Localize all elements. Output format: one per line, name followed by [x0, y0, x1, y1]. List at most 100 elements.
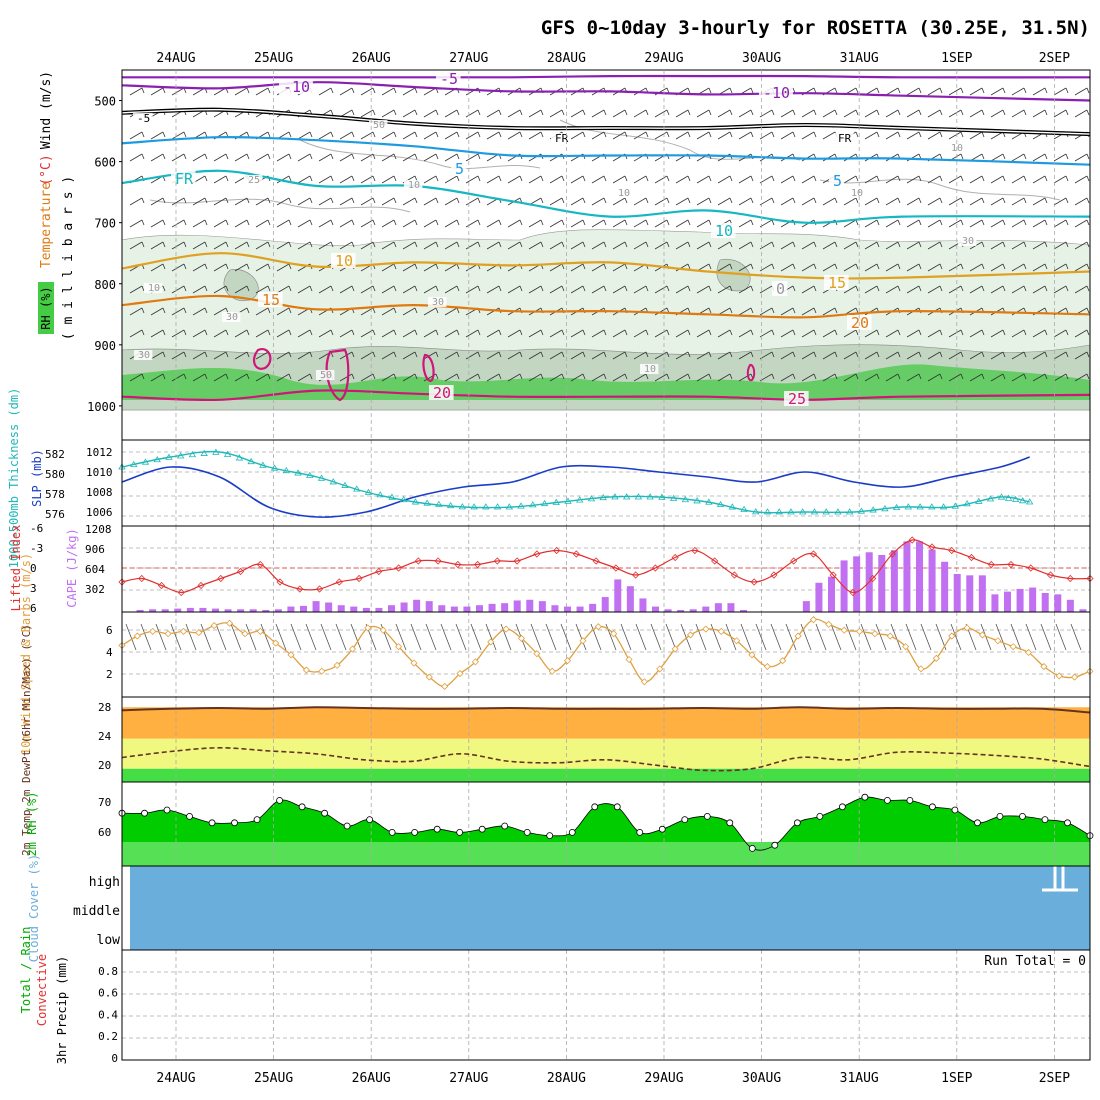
cape-bar: [212, 608, 219, 612]
wind-barb-flag: [876, 197, 880, 204]
wind-barb: [654, 131, 668, 140]
wind-barb-flag: [897, 175, 901, 182]
wind-barb: [171, 241, 185, 250]
wind-barb: [465, 109, 479, 118]
isotherm-label-bg: [784, 391, 809, 406]
wind-barb: [318, 175, 332, 184]
wind-barb: [990, 197, 1004, 206]
wind-barb: [486, 109, 500, 118]
wind-marker: [978, 631, 987, 639]
isotherm-label: 30: [226, 312, 238, 323]
wind-barb: [318, 329, 332, 338]
wind-barb-flag: [666, 175, 670, 182]
cape-bar: [300, 605, 307, 612]
wind-barb: [255, 241, 269, 250]
wind-barb-flag: [729, 307, 733, 314]
wind-barb-flag: [456, 285, 460, 292]
y-tick-label: 800: [94, 278, 116, 292]
wind-barb-flag: [897, 285, 901, 292]
wind-barb: [990, 109, 1004, 118]
wind-barb: [759, 241, 773, 250]
wind-barb-flag: [582, 263, 586, 270]
wind-barb-flag: [162, 153, 166, 160]
cape-bar: [890, 550, 898, 612]
wind-barb: [665, 623, 677, 651]
cape-bar: [262, 609, 270, 612]
li-marker: [592, 557, 600, 565]
isotherm-label-bg: [640, 364, 659, 374]
wind-barb: [423, 351, 437, 360]
wind-barb: [570, 197, 584, 206]
wind-barb: [654, 219, 668, 228]
wind-barb-flag: [981, 285, 985, 292]
wind-barb: [843, 219, 857, 228]
wind-barb: [654, 329, 668, 338]
thickness-marker: [576, 496, 584, 503]
wind-barb: [234, 263, 248, 272]
cape-bar: [551, 605, 559, 612]
wind-barb-flag: [414, 373, 418, 380]
wind-barb-flag: [141, 241, 145, 248]
wind-barb: [885, 263, 899, 272]
wind-barb-flag: [708, 241, 712, 248]
wind-barb-flag: [960, 87, 964, 94]
cape-bar: [664, 609, 672, 612]
wind-barb-flag: [750, 351, 754, 358]
rh-marker: [906, 797, 914, 804]
wind-barb-flag: [1044, 87, 1048, 94]
wind-barb: [260, 623, 272, 651]
panel-frame: [121, 949, 1091, 1061]
wind-barb: [444, 109, 458, 118]
wind-barb: [696, 219, 710, 228]
thickness-marker: [259, 461, 267, 468]
wind-barb: [822, 307, 836, 316]
wind-barb: [549, 219, 563, 228]
wind-barb: [150, 153, 164, 162]
wind-barb: [297, 329, 311, 338]
wind-barb-flag: [225, 329, 229, 336]
date-label-top: 31AUG: [840, 51, 879, 66]
wind-barb-flag: [1002, 373, 1006, 380]
wind-barb-flag: [372, 329, 376, 336]
wind-barb-flag: [1086, 351, 1090, 358]
cape-bar: [626, 586, 634, 612]
wind-barb-flag: [246, 263, 250, 270]
wind-barb: [276, 285, 290, 294]
wind-barb-flag: [750, 329, 754, 336]
wind-barb: [620, 623, 632, 651]
wind-barb: [570, 351, 584, 360]
wind-barb: [402, 87, 416, 96]
wind-barb: [465, 131, 479, 140]
wind-marker: [256, 627, 264, 635]
wind-barb: [1011, 307, 1025, 316]
wind-barb: [738, 175, 752, 184]
wind-barb: [402, 307, 416, 316]
wind-barb: [990, 373, 1004, 382]
isotherm--10: [122, 74, 1091, 79]
wind-marker: [164, 630, 172, 638]
wind-barb-flag: [246, 307, 250, 314]
wind-barb: [1074, 197, 1088, 206]
wind-barb: [1074, 329, 1088, 338]
wind-barb-flag: [834, 351, 838, 358]
wind-barb-flag: [918, 263, 922, 270]
wind-barb-flag: [1044, 219, 1048, 226]
wind-barb-flag: [498, 351, 502, 358]
wind-barb-flag: [792, 307, 796, 314]
wind-barb-flag: [792, 263, 796, 270]
wind-barb: [549, 329, 563, 338]
wind-barb-flag: [939, 263, 943, 270]
wind-barb: [675, 329, 689, 338]
wind-barb: [591, 373, 605, 382]
wind-barb-flag: [1065, 285, 1069, 292]
wind-barb: [234, 197, 248, 206]
rh-marker: [726, 819, 734, 827]
rh-marker: [929, 803, 936, 811]
thickness-marker: [353, 485, 361, 492]
wind-barb-flag: [498, 241, 502, 248]
y-tick-label: 500: [94, 95, 116, 109]
wind-barb-flag: [687, 351, 691, 358]
cape-bar: [463, 606, 471, 612]
wind-barb: [927, 373, 941, 382]
cape-bar: [966, 575, 974, 612]
